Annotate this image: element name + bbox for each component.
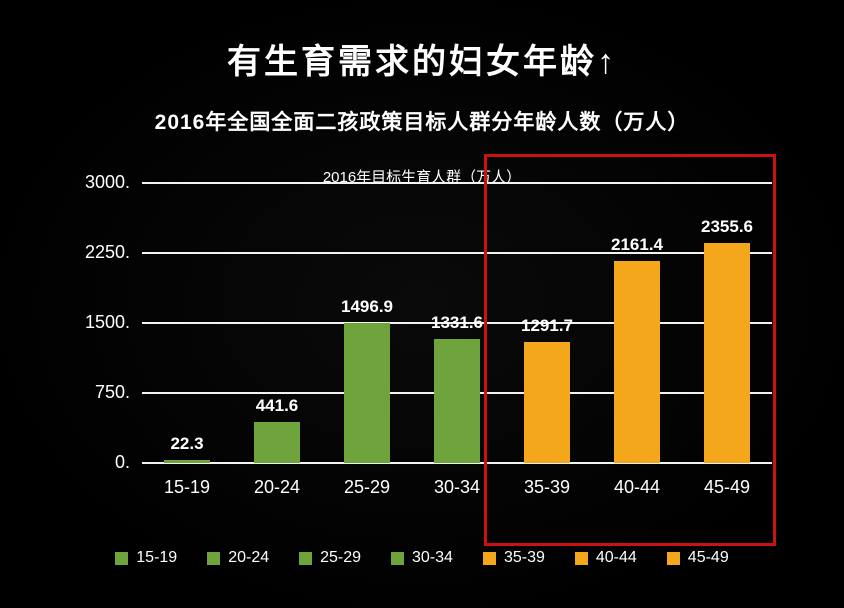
legend-item: 20-24 xyxy=(207,549,269,567)
gridline xyxy=(142,462,772,464)
bar xyxy=(704,243,750,463)
legend-item: 15-19 xyxy=(115,549,177,567)
x-tick-label: 30-34 xyxy=(433,477,481,497)
y-tick-label: 3000. xyxy=(84,172,130,192)
legend-swatch xyxy=(391,551,405,565)
y-tick-label: 1500. xyxy=(84,312,130,332)
y-tick-label: 0. xyxy=(114,452,130,472)
legend-item: 30-34 xyxy=(391,549,453,567)
gridline xyxy=(142,252,772,254)
y-tick-label: 2250. xyxy=(84,242,130,262)
page-subtitle: 2016年全国全面二孩政策目标人群分年龄人数（万人） xyxy=(154,111,690,134)
bar-value-label: 22.3 xyxy=(170,434,204,453)
x-tick-label: 35-39 xyxy=(523,477,571,497)
legend-label: 15-19 xyxy=(136,549,178,566)
bar xyxy=(434,338,480,463)
legend-item: 25-29 xyxy=(299,549,361,567)
x-tick-label: 40-44 xyxy=(613,477,661,497)
legend-label: 45-49 xyxy=(687,549,729,566)
legend-label: 20-24 xyxy=(228,549,270,566)
y-tick-label: 750. xyxy=(94,382,130,402)
gridline xyxy=(142,182,772,184)
legend-item: 35-39 xyxy=(482,549,545,567)
legend-item: 40-44 xyxy=(574,549,637,567)
legend-swatch xyxy=(115,551,129,565)
bar xyxy=(164,460,210,463)
bar-value-label: 1496.9 xyxy=(341,297,393,317)
legend-label: 40-44 xyxy=(595,549,637,566)
legend-item: 45-49 xyxy=(666,549,729,567)
gridline xyxy=(142,322,772,324)
chart-title: 2016年目标生育人群（万人） xyxy=(322,169,522,186)
legend-swatch xyxy=(482,551,496,565)
legend-swatch xyxy=(574,551,588,565)
legend-swatch xyxy=(207,551,221,565)
page-title: 有生育需求的妇女年龄↑ xyxy=(227,43,617,81)
x-tick-label: 20-24 xyxy=(253,477,301,497)
legend-label: 25-29 xyxy=(320,549,362,566)
bar xyxy=(344,323,390,463)
x-tick-label: 45-49 xyxy=(703,477,751,497)
legend-swatch xyxy=(666,551,680,565)
bar xyxy=(614,261,660,463)
bar-value-label: 441.6 xyxy=(255,395,299,415)
legend: 15-19 20-24 25-29 30-34 35-39 40-44 45-49 xyxy=(0,549,844,567)
bar-value-label: 2161.4 xyxy=(611,235,663,255)
legend-label: 35-39 xyxy=(503,549,545,566)
x-tick-label: 15-19 xyxy=(163,477,211,497)
legend-swatch xyxy=(299,551,313,565)
legend-label: 30-34 xyxy=(412,549,453,566)
bar-value-label: 2355.6 xyxy=(701,217,753,237)
bar-value-label: 1331.6 xyxy=(431,312,483,332)
bar xyxy=(254,421,300,463)
x-tick-label: 25-29 xyxy=(343,477,391,497)
bar-value-label: 1291.7 xyxy=(521,316,573,336)
bar xyxy=(524,342,570,463)
